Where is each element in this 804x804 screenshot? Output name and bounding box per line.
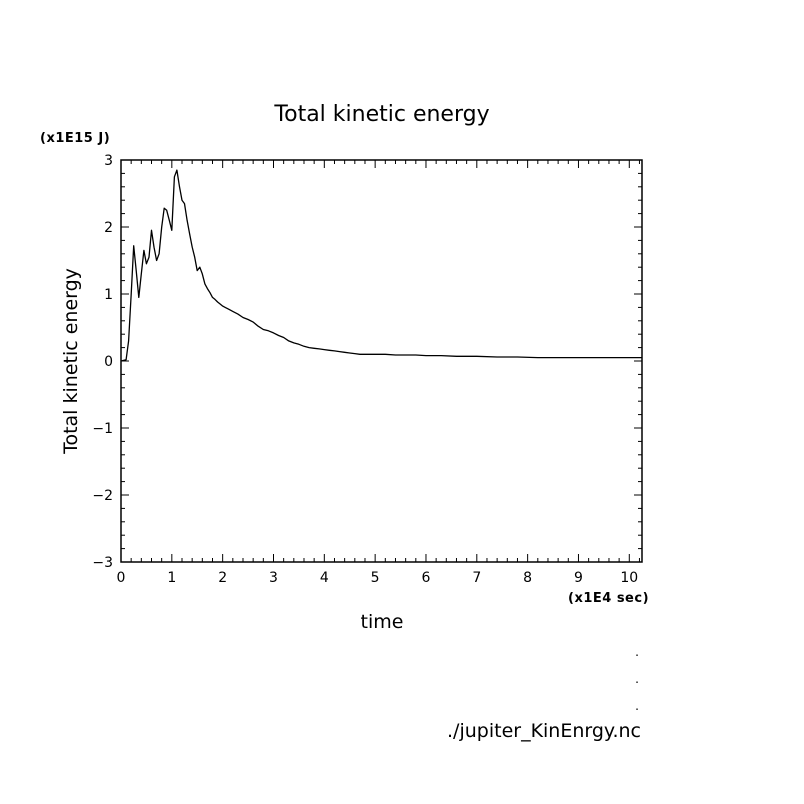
footer-dot: . [635, 672, 639, 686]
y-tick-label: 1 [104, 287, 113, 303]
y-tick-label: 3 [104, 153, 113, 169]
y-tick-label: 0 [104, 354, 113, 370]
y-tick-label: −1 [92, 421, 113, 437]
x-tick-label: 5 [371, 570, 380, 586]
x-tick-label: 7 [472, 570, 481, 586]
source-filename: ./jupiter_KinEnrgy.nc [447, 720, 641, 742]
x-tick-label: 9 [574, 570, 583, 586]
tick-labels: 0 1 2 3 4 5 6 7 8 9 10 −3 −2 −1 0 1 2 3 [92, 153, 638, 586]
x-tick-label: 1 [167, 570, 176, 586]
y-tick-label: −2 [92, 488, 113, 504]
x-tick-label: 3 [269, 570, 278, 586]
kinetic-energy-line [120, 169, 642, 362]
y-tick-label: 2 [104, 220, 113, 236]
x-tick-label: 4 [320, 570, 329, 586]
x-tick-label: 6 [422, 570, 431, 586]
x-tick-label: 2 [218, 570, 227, 586]
footer-dots: . . . [635, 645, 639, 713]
x-axis-title: time [361, 611, 404, 633]
y-tick-label: −3 [92, 555, 113, 571]
x-tick-label: 0 [117, 570, 126, 586]
plot-frame [120, 159, 643, 563]
footer-dot: . [635, 699, 639, 713]
x-tick-label: 8 [523, 570, 532, 586]
chart-title: Total kinetic energy [273, 102, 489, 127]
y-scale-note: (x1E15 J) [40, 131, 110, 146]
x-tick-label: 10 [620, 570, 638, 586]
y-axis-title: Total kinetic energy [60, 268, 82, 455]
axis-ticks [120, 159, 642, 563]
x-scale-note: (x1E4 sec) [568, 591, 649, 606]
footer-dot: . [635, 645, 639, 659]
